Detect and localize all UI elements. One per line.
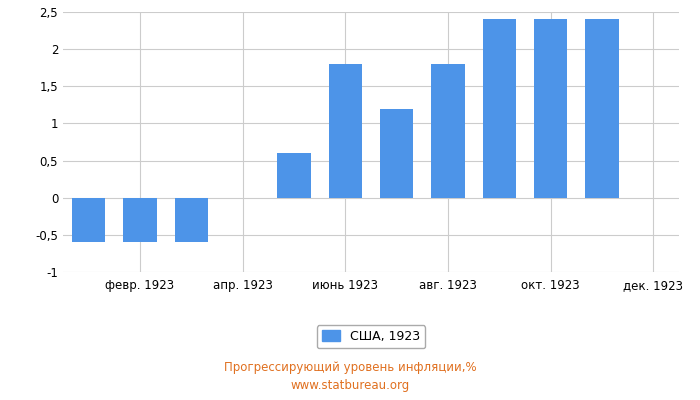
Bar <box>534 20 567 198</box>
Bar <box>123 198 157 242</box>
Bar <box>72 198 105 242</box>
Bar <box>431 64 465 198</box>
Bar <box>277 153 311 198</box>
Text: Прогрессирующий уровень инфляции,%
www.statbureau.org: Прогрессирующий уровень инфляции,% www.s… <box>224 361 476 392</box>
Bar <box>380 108 413 198</box>
Bar <box>329 64 362 198</box>
Bar <box>585 20 619 198</box>
Bar <box>174 198 208 242</box>
Bar <box>483 20 516 198</box>
Legend: США, 1923: США, 1923 <box>316 325 426 348</box>
